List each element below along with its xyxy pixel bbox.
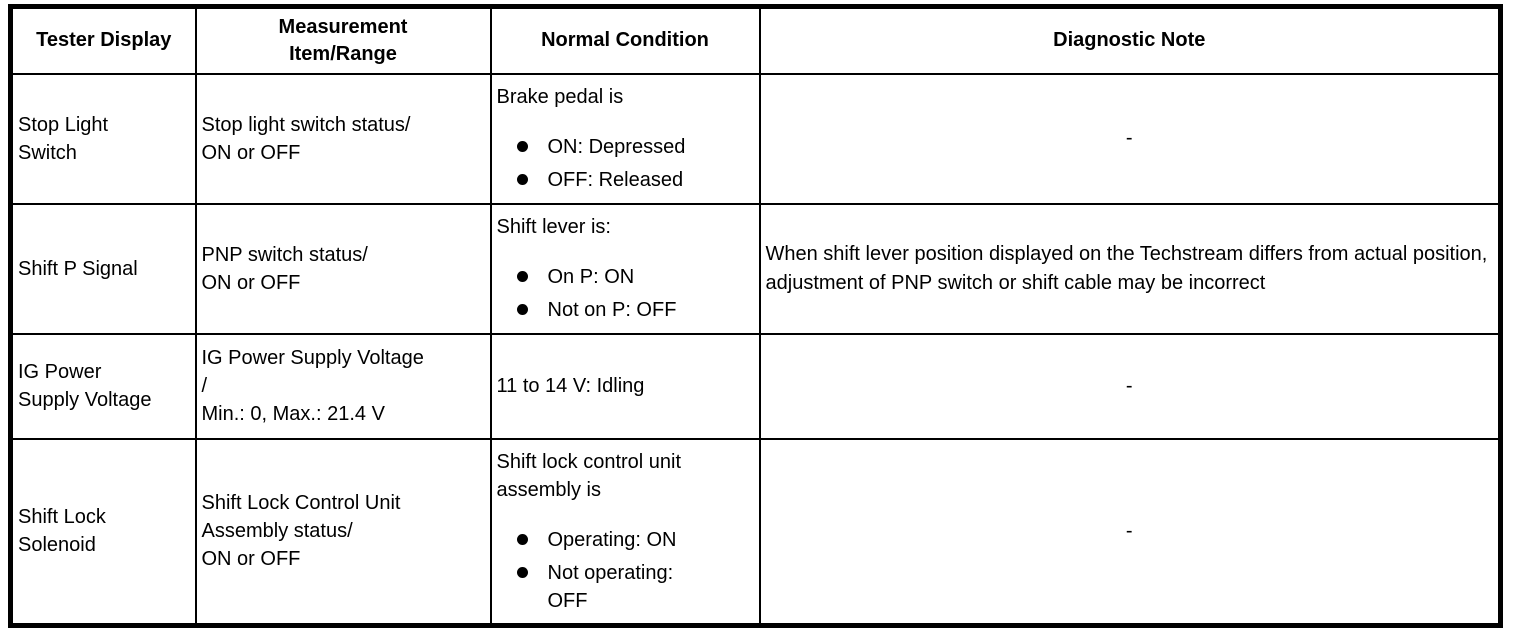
bullet-icon [516, 141, 528, 152]
normal-condition-bullet-list: On P: ON Not on P: OFF [497, 263, 754, 324]
normal-condition-intro: Shift lock control unit assembly is [496, 450, 682, 501]
diagnostic-note-text: - [1125, 374, 1133, 397]
normal-condition-cell: 11 to 14 V: Idling [489, 332, 761, 440]
tester-display-text: Shift Lock Solenoid [18, 506, 106, 557]
bullet-icon [516, 304, 528, 315]
diagnostic-note-cell: - [758, 72, 1502, 205]
bullet-text: On P: ON [547, 266, 635, 288]
measurement-item-range-text: IG Power Supply Voltage / Min.: 0, Max.:… [201, 347, 424, 425]
normal-condition-bullet-list: Operating: ON Not operating: OFF [497, 526, 754, 615]
tester-display-text: Shift P Signal [18, 257, 138, 280]
bullet-item: ON: Depressed [516, 133, 754, 161]
bullet-item: Operating: ON [516, 526, 754, 554]
bullet-text: Operating: ON [547, 528, 677, 551]
bullet-item: Not operating: OFF [516, 559, 754, 615]
tester-display-cell: Stop Light Switch [9, 72, 197, 205]
bullet-text: Not operating: OFF [547, 561, 674, 612]
diagnostic-note-text: - [1125, 519, 1133, 542]
bullet-text: Not on P: OFF [547, 299, 677, 321]
bullet-icon [516, 533, 528, 545]
measurement-item-range-text: Shift Lock Control Unit Assembly status/… [201, 492, 401, 571]
tester-display-cell: IG Power Supply Voltage [9, 332, 197, 440]
tester-display-text: IG Power Supply Voltage [18, 361, 152, 411]
diagnostic-note-cell: When shift lever position displayed on t… [758, 202, 1502, 335]
bullet-item: On P: ON [516, 263, 754, 291]
table-row: Shift P Signal PNP switch status/ ON or … [9, 202, 1502, 335]
table-row: Shift Lock Solenoid Shift Lock Control U… [9, 437, 1502, 627]
bullet-item: Not on P: OFF [516, 296, 754, 324]
bullet-text: ON: Depressed [547, 136, 686, 158]
table-row: IG Power Supply Voltage IG Power Supply … [9, 332, 1502, 440]
bullet-icon [516, 174, 528, 185]
normal-condition-intro: Brake pedal is [496, 86, 624, 108]
table-row: Stop Light Switch Stop light switch stat… [9, 72, 1502, 205]
normal-condition-intro: 11 to 14 V: Idling [496, 375, 645, 397]
normal-condition-cell: Brake pedal is ON: Depressed OFF: Releas… [489, 72, 761, 205]
bullet-icon [516, 566, 528, 578]
column-header: Tester Display [9, 5, 197, 75]
measurement-item-range-text: PNP switch status/ ON or OFF [201, 243, 368, 294]
header-row: Tester Display Measurement Item/Range Norm… [9, 5, 1502, 75]
measurement-item-range-text: Stop light switch status/ ON or OFF [201, 113, 411, 164]
bullet-text: OFF: Released [547, 169, 684, 191]
normal-condition-cell: Shift lock control unit assembly is Oper… [489, 437, 761, 627]
bullet-icon [516, 271, 528, 282]
tester-display-cell: Shift P Signal [9, 202, 197, 335]
bullet-item: OFF: Released [516, 166, 754, 194]
tester-display-cell: Shift Lock Solenoid [9, 437, 197, 627]
normal-condition-cell: Shift lever is: On P: ON Not on P: OFF [489, 202, 761, 335]
normal-condition-bullet-list: ON: Depressed OFF: Released [497, 133, 754, 194]
measurement-item-range-cell: Shift Lock Control Unit Assembly status/… [194, 437, 492, 627]
column-header: Diagnostic Note [758, 5, 1502, 75]
normal-condition-intro: Shift lever is: [496, 216, 611, 238]
tester-display-text: Stop Light Switch [18, 113, 109, 164]
diagnostic-note-cell: - [758, 437, 1502, 627]
diagnostic-note-text: When shift lever position displayed on t… [765, 242, 1488, 294]
column-header: Normal Condition [489, 5, 761, 75]
measurement-item-range-cell: PNP switch status/ ON or OFF [194, 202, 492, 335]
measurement-item-range-cell: Stop light switch status/ ON or OFF [194, 72, 492, 205]
measurement-item-range-cell: IG Power Supply Voltage / Min.: 0, Max.:… [194, 332, 492, 440]
diagnostic-note-cell: - [758, 332, 1502, 440]
diagnostic-note-text: - [1125, 127, 1133, 149]
column-header: Measurement Item/Range [194, 5, 492, 75]
diagnostic-data-table: Tester Display Measurement Item/Range Norm… [8, 4, 1503, 628]
table-body: Stop Light Switch Stop light switch stat… [9, 72, 1502, 627]
